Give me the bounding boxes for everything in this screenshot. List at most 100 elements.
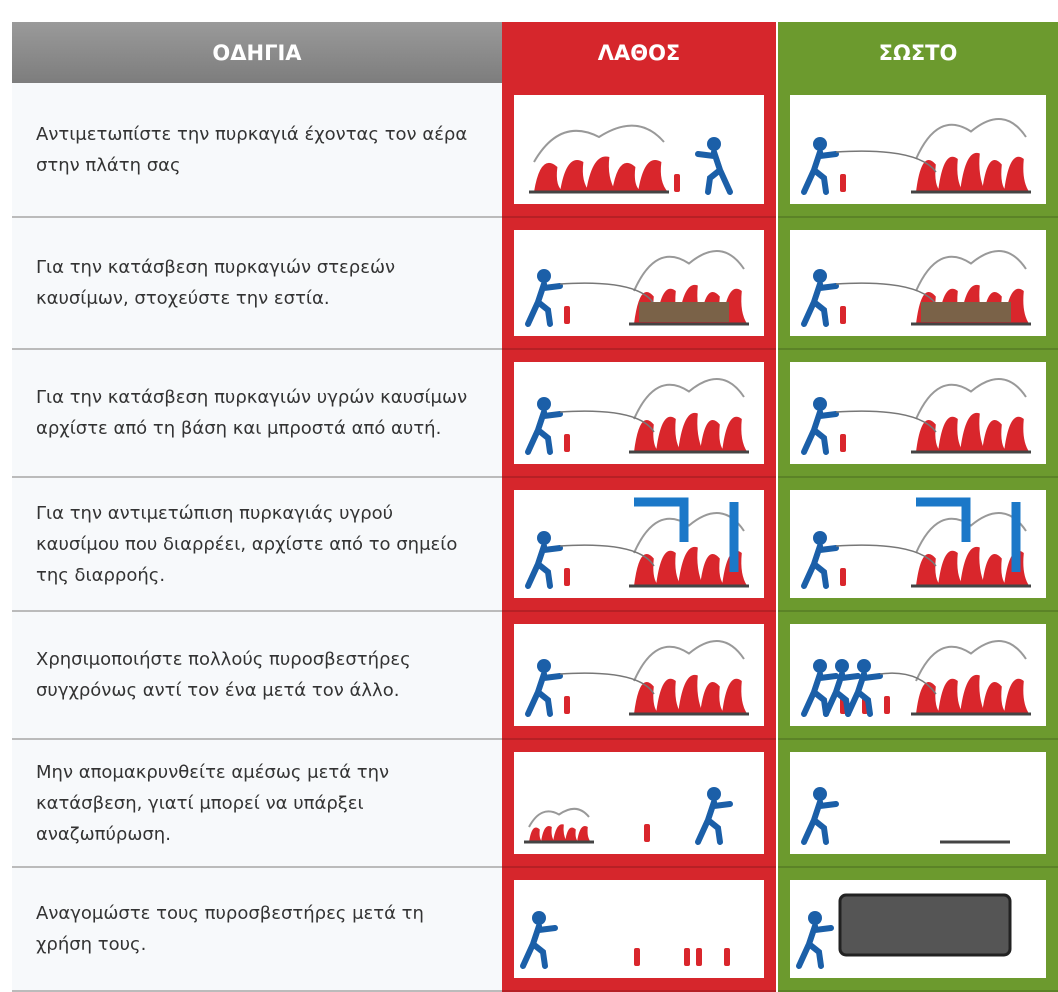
person-body bbox=[801, 799, 839, 845]
person-head bbox=[813, 659, 827, 673]
illustration bbox=[525, 378, 749, 455]
smoke bbox=[915, 250, 1027, 292]
illustration bbox=[520, 911, 730, 969]
extinguisher bbox=[684, 948, 690, 966]
correct-picture bbox=[790, 230, 1046, 336]
flame bbox=[634, 554, 660, 586]
smoke bbox=[633, 640, 745, 682]
person-head bbox=[532, 911, 546, 925]
hose bbox=[835, 150, 937, 173]
person-head bbox=[813, 531, 827, 545]
hose bbox=[835, 410, 937, 433]
person-head bbox=[707, 137, 721, 151]
instruction-cell: Μην απομακρυνθείτε αμέσως μετά την κατάσ… bbox=[12, 740, 502, 868]
illustration bbox=[801, 787, 1010, 845]
instruction-cell: Για την κατάσβεση πυρκαγιών στερεών καυσ… bbox=[12, 218, 502, 350]
extinguisher bbox=[564, 696, 570, 714]
person-head bbox=[813, 269, 827, 283]
illustration bbox=[525, 497, 749, 589]
pipe bbox=[634, 497, 739, 572]
extinguisher bbox=[884, 696, 890, 714]
smoke bbox=[915, 378, 1027, 420]
flame bbox=[938, 678, 964, 714]
illustration bbox=[801, 378, 1031, 455]
flame bbox=[960, 412, 986, 452]
flame bbox=[586, 156, 616, 192]
flame bbox=[916, 682, 942, 714]
header-instruction: ΟΔΗΓΙΑ bbox=[12, 22, 502, 83]
extinguisher bbox=[564, 568, 570, 586]
extinguisher bbox=[724, 948, 730, 966]
pipe bbox=[916, 497, 1021, 572]
person-head bbox=[537, 397, 551, 411]
wrong-picture bbox=[514, 752, 764, 854]
flame bbox=[678, 674, 704, 714]
extinguisher bbox=[634, 948, 640, 966]
wrong-picture bbox=[514, 624, 764, 726]
extinguisher bbox=[564, 306, 570, 324]
wood bbox=[921, 302, 1011, 322]
smoke bbox=[915, 512, 1027, 554]
person-head bbox=[813, 397, 827, 411]
wrong-picture bbox=[514, 230, 764, 336]
illustration bbox=[801, 497, 1031, 589]
flame bbox=[1004, 156, 1030, 192]
flame bbox=[916, 420, 942, 452]
instruction-text: Αναγομώστε τους πυροσβεστήρες μετά τη χρ… bbox=[36, 903, 424, 955]
person-head bbox=[813, 787, 827, 801]
flame bbox=[638, 160, 668, 192]
flame bbox=[678, 412, 704, 452]
person-body bbox=[525, 281, 563, 327]
person-head bbox=[537, 659, 551, 673]
smoke bbox=[915, 640, 1027, 682]
flame bbox=[916, 160, 942, 192]
person-head bbox=[813, 137, 827, 151]
flame bbox=[565, 827, 579, 842]
wrong-picture bbox=[514, 95, 764, 204]
smoke bbox=[633, 250, 745, 292]
instruction-text: Για την αντιμετώπιση πυρκαγιάς υγρού καυ… bbox=[36, 502, 458, 586]
extinguisher bbox=[840, 306, 846, 324]
person-body bbox=[525, 671, 563, 717]
person-body bbox=[845, 671, 883, 717]
person-body bbox=[801, 409, 839, 455]
truck bbox=[838, 893, 1012, 957]
flame bbox=[656, 416, 682, 452]
person-body bbox=[801, 281, 839, 327]
flame bbox=[982, 682, 1008, 714]
header-wrong: ΛΑΘΟΣ bbox=[502, 22, 776, 83]
extinguisher bbox=[644, 824, 650, 842]
flame bbox=[982, 160, 1008, 192]
extinguisher bbox=[840, 568, 846, 586]
instruction-text: Μην απομακρυνθείτε αμέσως μετά την κατάσ… bbox=[36, 761, 390, 845]
instruction-text: Για την κατάσβεση πυρκαγιών στερεών καυσ… bbox=[36, 257, 396, 309]
illustration bbox=[525, 640, 749, 717]
correct-picture bbox=[790, 880, 1046, 978]
hose bbox=[559, 672, 655, 695]
person-head bbox=[707, 787, 721, 801]
wrong-picture bbox=[514, 490, 764, 598]
hose bbox=[835, 282, 937, 305]
flame bbox=[656, 550, 682, 586]
flame bbox=[560, 160, 590, 192]
wrong-picture bbox=[514, 362, 764, 464]
flame bbox=[700, 682, 726, 714]
flame bbox=[938, 156, 964, 192]
extinguisher bbox=[840, 434, 846, 452]
flame bbox=[529, 827, 543, 842]
flame bbox=[1004, 678, 1030, 714]
person-body bbox=[801, 149, 839, 195]
flame bbox=[938, 416, 964, 452]
correct-picture bbox=[790, 624, 1046, 726]
hose bbox=[835, 544, 937, 567]
instruction-text: Χρησιμοποιήστε πολλούς πυροσβεστήρες συγ… bbox=[36, 649, 411, 701]
flame bbox=[700, 420, 726, 452]
flame bbox=[541, 826, 555, 842]
instruction-text: Για την κατάσβεση πυρκαγιών υγρών καυσίμ… bbox=[36, 387, 468, 439]
smoke bbox=[633, 378, 745, 420]
illustration bbox=[524, 787, 733, 845]
flame bbox=[656, 678, 682, 714]
person-body bbox=[801, 543, 839, 589]
person-head bbox=[537, 269, 551, 283]
